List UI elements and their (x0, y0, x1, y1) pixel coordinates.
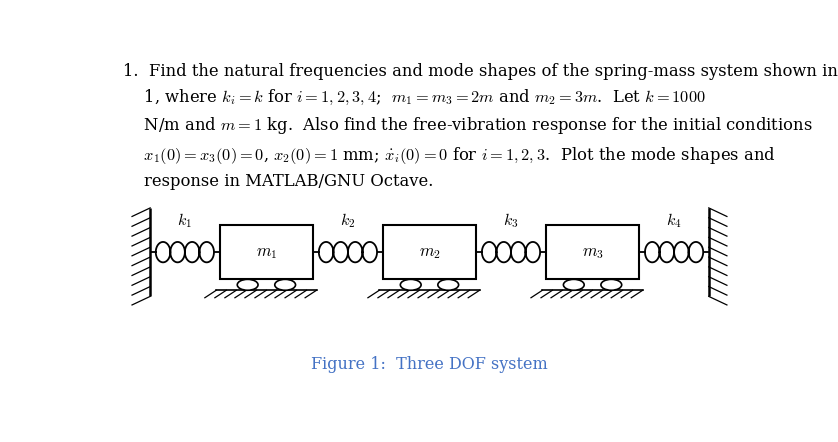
Circle shape (401, 279, 422, 290)
Text: Figure 1:  Three DOF system: Figure 1: Three DOF system (311, 356, 548, 373)
Circle shape (601, 279, 622, 290)
Text: $k_4$: $k_4$ (666, 211, 682, 230)
Text: $m_3$: $m_3$ (582, 244, 603, 261)
Text: $k_2$: $k_2$ (340, 211, 355, 230)
Text: $k_3$: $k_3$ (504, 211, 519, 230)
Circle shape (237, 279, 258, 290)
Bar (383, 225, 476, 279)
Bar (220, 225, 313, 279)
Text: $k_1$: $k_1$ (178, 211, 193, 230)
Text: $m_1$: $m_1$ (256, 244, 277, 261)
Bar (546, 225, 639, 279)
Text: $m_2$: $m_2$ (418, 244, 441, 261)
Circle shape (275, 279, 296, 290)
Circle shape (437, 279, 458, 290)
Circle shape (563, 279, 584, 290)
Text: 1.  Find the natural frequencies and mode shapes of the spring-mass system shown: 1. Find the natural frequencies and mode… (123, 63, 838, 190)
